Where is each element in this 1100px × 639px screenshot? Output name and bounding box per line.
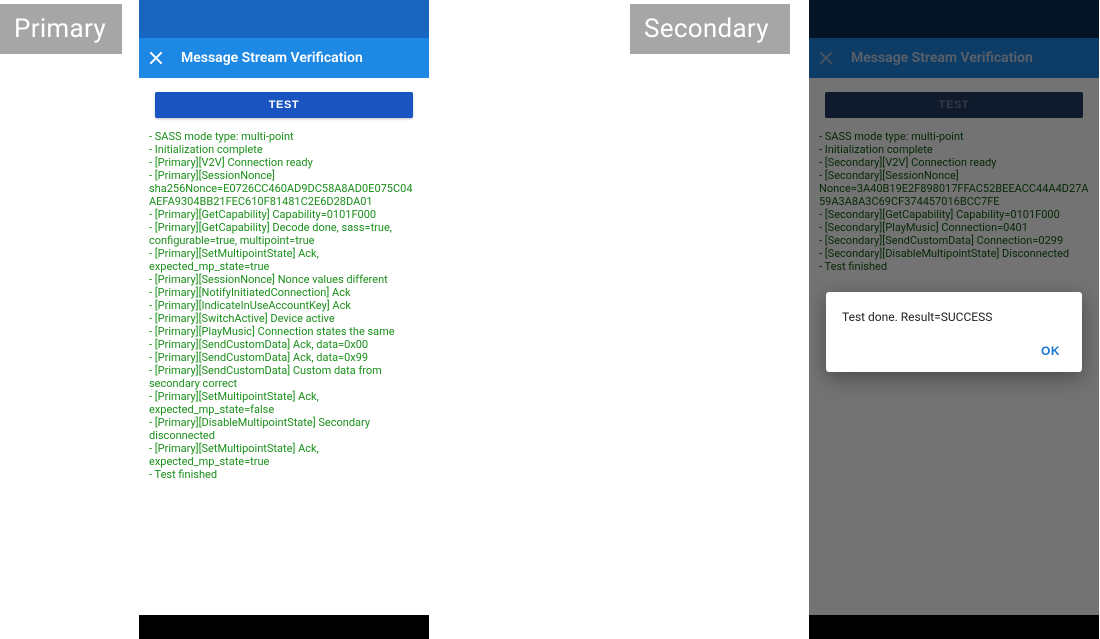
log-output: - SASS mode type: multi-point - Initiali…: [139, 130, 429, 481]
status-bar: [139, 0, 429, 38]
log-line: - SASS mode type: multi-point: [149, 130, 419, 143]
primary-phone: Message Stream Verification TEST - SASS …: [139, 0, 429, 639]
log-line: - [Primary][SetMultipointState] Ack, exp…: [149, 390, 419, 416]
nav-bar: [139, 615, 429, 639]
secondary-label-tag: Secondary: [630, 4, 790, 54]
primary-label-text: Primary: [14, 14, 106, 44]
log-line: - [Primary][SendCustomData] Ack, data=0x…: [149, 351, 419, 364]
log-line: - [Primary][PlayMusic] Connection states…: [149, 325, 419, 338]
dialog-message: Test done. Result=SUCCESS: [842, 310, 1066, 324]
log-line: - [Primary][SwitchActive] Device active: [149, 312, 419, 325]
log-line: - Initialization complete: [149, 143, 419, 156]
primary-label-tag: Primary: [0, 4, 122, 54]
log-line: - [Primary][SessionNonce] sha256Nonce=E0…: [149, 169, 419, 208]
test-button[interactable]: TEST: [155, 92, 413, 118]
app-bar: Message Stream Verification: [139, 38, 429, 78]
log-line: - [Primary][SessionNonce] Nonce values d…: [149, 273, 419, 286]
log-line: - [Primary][SendCustomData] Ack, data=0x…: [149, 338, 419, 351]
log-line: - [Primary][SetMultipointState] Ack, exp…: [149, 442, 419, 468]
log-line: - [Primary][GetCapability] Capability=01…: [149, 208, 419, 221]
appbar-title: Message Stream Verification: [181, 50, 363, 66]
log-line: - [Primary][IndicateInUseAccountKey] Ack: [149, 299, 419, 312]
content-area: TEST - SASS mode type: multi-point - Ini…: [139, 78, 429, 615]
log-line: - Test finished: [149, 468, 419, 481]
close-icon[interactable]: [149, 51, 163, 65]
log-line: - [Primary][V2V] Connection ready: [149, 156, 419, 169]
dialog-ok-label: OK: [1041, 344, 1060, 358]
log-line: - [Primary][NotifyInitiatedConnection] A…: [149, 286, 419, 299]
secondary-label-text: Secondary: [644, 14, 769, 44]
log-line: - [Primary][GetCapability] Decode done, …: [149, 221, 419, 247]
secondary-phone: Message Stream Verification TEST - SASS …: [809, 0, 1099, 639]
log-line: - [Primary][SendCustomData] Custom data …: [149, 364, 419, 390]
result-dialog: Test done. Result=SUCCESS OK: [826, 292, 1082, 372]
comparison-canvas: Primary Secondary Message Stream Verific…: [0, 0, 1100, 639]
dialog-actions: OK: [842, 340, 1066, 362]
log-line: - [Primary][SetMultipointState] Ack, exp…: [149, 247, 419, 273]
test-button-label: TEST: [269, 99, 300, 111]
log-line: - [Primary][DisableMultipointState] Seco…: [149, 416, 419, 442]
dialog-ok-button[interactable]: OK: [1035, 340, 1066, 362]
